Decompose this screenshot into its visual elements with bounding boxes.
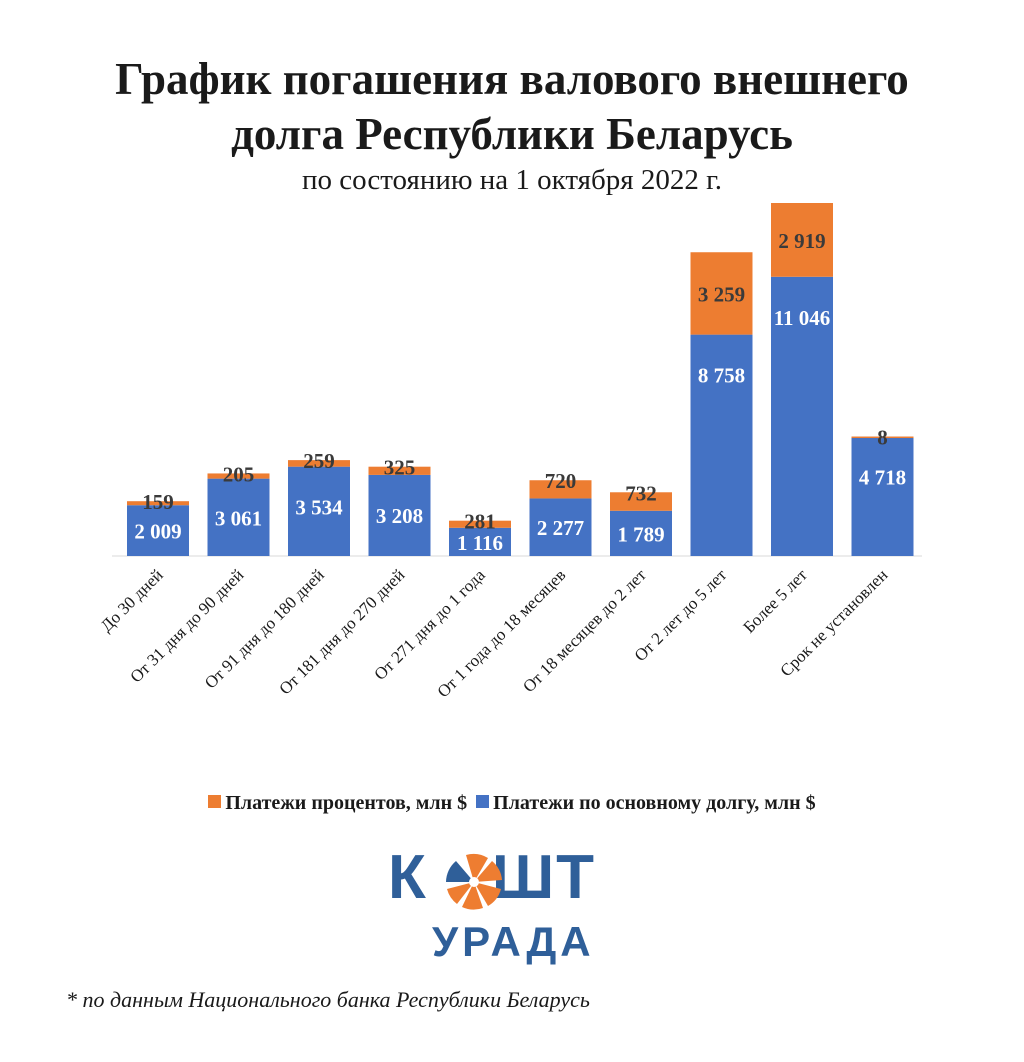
chart-legend: Платежи процентов, млн $ Платежи по осно… [0, 792, 1024, 815]
bar-principal [690, 334, 753, 556]
bar-interest [449, 520, 511, 528]
bar-principal [288, 466, 350, 556]
category-label: Более 5 лет [739, 565, 811, 637]
chart-subtitle: по состоянию на 1 октября 2022 г. [302, 164, 722, 196]
bar-interest [529, 480, 592, 499]
bar-principal [449, 527, 511, 556]
bar-interest [288, 460, 350, 467]
logo-wordmark-bottom: УРАДА [432, 918, 595, 965]
data-label-principal: 2 277 [537, 516, 584, 540]
bar-principal [207, 478, 270, 556]
data-label-principal: 3 061 [215, 506, 262, 530]
data-label-principal: 3 534 [295, 496, 343, 520]
bar-principal [127, 505, 189, 556]
data-label-interest: 2 919 [778, 229, 825, 253]
chart-title-line-1: График погашения валового внешнего [115, 54, 909, 104]
orange-wheel-icon [446, 853, 502, 910]
legend-label-principal: Платежи по основному долгу, млн $ [493, 792, 816, 814]
logo-letters-sht: ШТ [491, 843, 597, 912]
legend-label-interest: Платежи процентов, млн $ [225, 792, 468, 814]
bar-interest [690, 252, 753, 335]
data-label-interest: 8 [877, 426, 888, 450]
data-label-principal: 4 718 [859, 466, 906, 490]
koshht-urada-logo: К ШТ УРАДА [370, 838, 650, 978]
legend-item-interest: Платежи процентов, млн $ [208, 792, 472, 814]
data-label-principal: 11 046 [774, 306, 831, 330]
data-label-principal: 1 789 [617, 522, 664, 546]
data-label-interest: 159 [142, 490, 174, 514]
bar-interest [610, 492, 672, 511]
data-label-interest: 259 [303, 449, 335, 473]
bar-interest [851, 436, 914, 439]
bar-interest [771, 203, 833, 277]
data-label-principal: 3 208 [376, 504, 423, 528]
bar-principal [529, 498, 592, 556]
bar-principal [851, 436, 914, 556]
logo-letter-k: К [388, 843, 428, 912]
data-label-principal: 1 116 [457, 531, 503, 555]
bar-principal [368, 474, 431, 556]
chart-title: График погашения валового внешнего долга… [0, 52, 1024, 162]
legend-item-principal: Платежи по основному долгу, млн $ [476, 792, 816, 814]
legend-swatch-interest [208, 795, 222, 808]
bar-interest [207, 473, 270, 479]
data-label-interest: 720 [545, 469, 577, 493]
bar-interest [368, 466, 431, 475]
data-label-interest: 281 [464, 510, 496, 534]
bar-principal [771, 276, 833, 556]
bar-principal [610, 510, 672, 556]
data-label-principal: 2 009 [134, 520, 181, 544]
category-label: До 30 дней [97, 565, 167, 635]
source-footnote: * по данным Национального банка Республи… [66, 987, 590, 1012]
data-label-interest: 325 [384, 456, 416, 480]
data-label-interest: 3 259 [698, 282, 745, 306]
data-label-principal: 8 758 [698, 364, 745, 388]
bar-interest [127, 501, 189, 506]
data-label-interest: 732 [625, 481, 657, 505]
logo-wordmark-top: К ШТ [388, 842, 596, 913]
legend-swatch-principal [476, 795, 490, 808]
data-label-interest: 205 [223, 462, 255, 486]
chart-title-line-2: долга Республики Беларусь [231, 109, 793, 159]
